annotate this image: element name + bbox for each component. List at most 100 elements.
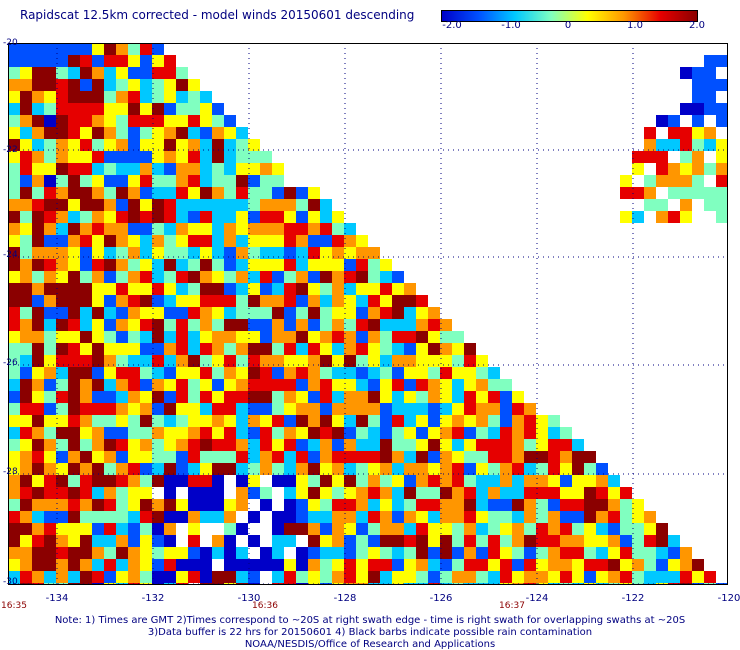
wind-difference-cell	[440, 343, 452, 355]
wind-difference-cell	[56, 211, 68, 223]
wind-difference-cell	[32, 403, 44, 415]
wind-difference-cell	[308, 511, 320, 523]
wind-difference-cell	[104, 127, 116, 139]
wind-difference-cell	[344, 571, 356, 583]
wind-difference-cell	[356, 259, 368, 271]
wind-difference-cell	[344, 427, 356, 439]
wind-difference-cell	[596, 571, 608, 583]
wind-difference-cell	[404, 427, 416, 439]
wind-difference-cell	[224, 307, 236, 319]
wind-difference-cell	[236, 415, 248, 427]
wind-difference-cell	[116, 211, 128, 223]
wind-difference-cell	[176, 511, 188, 523]
wind-difference-cell	[464, 415, 476, 427]
wind-difference-cell	[404, 403, 416, 415]
wind-difference-cell	[116, 367, 128, 379]
wind-difference-cell	[416, 343, 428, 355]
wind-difference-cell	[668, 559, 680, 571]
wind-difference-cell	[284, 319, 296, 331]
y-tick-label: -30	[3, 577, 18, 587]
wind-difference-cell	[236, 583, 248, 585]
wind-difference-cell	[344, 295, 356, 307]
wind-difference-cell	[392, 355, 404, 367]
wind-difference-cell	[332, 379, 344, 391]
wind-difference-cell	[80, 355, 92, 367]
wind-difference-cell	[236, 331, 248, 343]
wind-difference-cell	[92, 523, 104, 535]
wind-difference-cell	[80, 139, 92, 151]
wind-difference-cell	[128, 91, 140, 103]
wind-difference-cell	[128, 511, 140, 523]
wind-difference-cell	[80, 43, 92, 55]
wind-difference-cell	[344, 331, 356, 343]
wind-difference-cell	[464, 451, 476, 463]
wind-difference-cell	[140, 139, 152, 151]
wind-difference-cell	[716, 187, 728, 199]
wind-difference-cell	[404, 367, 416, 379]
wind-difference-cell	[716, 583, 728, 585]
wind-difference-cell	[512, 547, 524, 559]
map-title: Rapidscat 12.5km corrected - model winds…	[20, 8, 415, 22]
wind-difference-cell	[44, 55, 56, 67]
wind-difference-cell	[500, 547, 512, 559]
wind-difference-cell	[200, 571, 212, 583]
wind-difference-cell	[152, 403, 164, 415]
wind-difference-cell	[44, 403, 56, 415]
wind-difference-cell	[248, 439, 260, 451]
wind-difference-cell	[476, 547, 488, 559]
wind-difference-cell	[380, 367, 392, 379]
wind-difference-cell	[680, 163, 692, 175]
wind-difference-cell	[248, 571, 260, 583]
wind-difference-cell	[284, 535, 296, 547]
wind-difference-cell	[188, 175, 200, 187]
wind-difference-cell	[224, 451, 236, 463]
wind-difference-cell	[140, 463, 152, 475]
wind-difference-cell	[284, 247, 296, 259]
wind-difference-cell	[68, 331, 80, 343]
wind-difference-cell	[452, 523, 464, 535]
wind-difference-cell	[356, 559, 368, 571]
wind-difference-cell	[608, 559, 620, 571]
wind-difference-cell	[416, 391, 428, 403]
wind-difference-cell	[236, 367, 248, 379]
wind-difference-cell	[392, 271, 404, 283]
wind-difference-cell	[140, 247, 152, 259]
wind-difference-cell	[296, 367, 308, 379]
wind-difference-cell	[164, 499, 176, 511]
wind-difference-cell	[68, 199, 80, 211]
wind-difference-cell	[548, 571, 560, 583]
wind-difference-cell	[32, 139, 44, 151]
wind-difference-cell	[32, 475, 44, 487]
wind-difference-cell	[428, 451, 440, 463]
wind-difference-cell	[248, 451, 260, 463]
wind-difference-cell	[260, 199, 272, 211]
wind-difference-cell	[56, 175, 68, 187]
wind-difference-cell	[80, 223, 92, 235]
wind-difference-cell	[56, 43, 68, 55]
wind-difference-cell	[344, 379, 356, 391]
wind-difference-cell	[464, 463, 476, 475]
wind-difference-cell	[344, 283, 356, 295]
wind-difference-cell	[68, 535, 80, 547]
wind-difference-cell	[104, 379, 116, 391]
wind-difference-cell	[68, 487, 80, 499]
wind-difference-cell	[176, 151, 188, 163]
wind-difference-cell	[296, 475, 308, 487]
wind-difference-cell	[296, 355, 308, 367]
wind-difference-cell	[176, 223, 188, 235]
wind-difference-cell	[32, 247, 44, 259]
wind-difference-cell	[92, 199, 104, 211]
wind-difference-cell	[560, 571, 572, 583]
wind-difference-cell	[464, 355, 476, 367]
wind-difference-cell	[188, 511, 200, 523]
wind-difference-cell	[320, 427, 332, 439]
map-canvas	[8, 43, 728, 585]
wind-difference-cell	[476, 391, 488, 403]
wind-difference-cell	[668, 127, 680, 139]
wind-difference-cell	[584, 547, 596, 559]
wind-difference-cell	[20, 223, 32, 235]
wind-difference-cell	[68, 547, 80, 559]
wind-difference-cell	[80, 403, 92, 415]
wind-difference-cell	[116, 295, 128, 307]
wind-difference-cell	[248, 187, 260, 199]
